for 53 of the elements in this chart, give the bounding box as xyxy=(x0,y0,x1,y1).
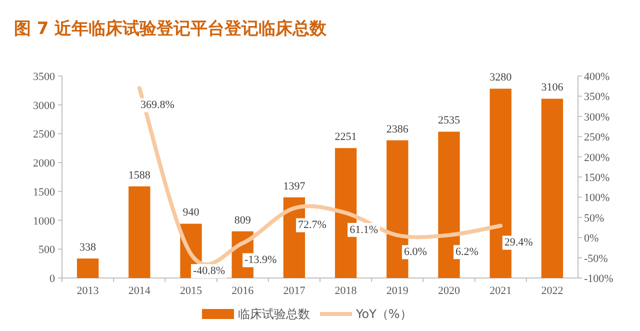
data-label: 6.2% xyxy=(456,246,478,258)
data-label: 29.4% xyxy=(504,236,533,249)
data-label: 809 xyxy=(234,214,252,226)
data-label: 3106 xyxy=(541,82,564,94)
y-tick-label: 0 xyxy=(50,273,56,285)
bar xyxy=(541,98,564,278)
x-tick-label: 2017 xyxy=(283,285,306,297)
x-tick-label: 2015 xyxy=(180,285,202,297)
data-label: 940 xyxy=(182,206,200,219)
data-label: 61.1% xyxy=(350,224,378,236)
legend-label: 临床试验总数 xyxy=(238,307,310,321)
x-tick-label: 2021 xyxy=(490,285,512,297)
x-tick-label: 2013 xyxy=(76,285,100,297)
y2-tick-label: 300% xyxy=(584,111,610,124)
data-label: 3280 xyxy=(490,72,512,84)
y-tick-label: 3500 xyxy=(33,71,56,83)
data-label: 6.0% xyxy=(404,246,427,258)
y2-tick-label: 0% xyxy=(584,232,599,245)
x-tick-label: 2016 xyxy=(232,285,254,297)
y2-tick-label: 400% xyxy=(584,71,610,83)
y2-tick-label: 250% xyxy=(584,132,610,144)
legend-label: YoY（%） xyxy=(355,307,412,321)
y2-tick-label: -100% xyxy=(584,273,614,285)
y2-tick-label: 50% xyxy=(584,212,604,224)
y-tick-label: 2500 xyxy=(33,128,56,141)
data-label: 338 xyxy=(80,241,97,254)
data-label: 2251 xyxy=(334,131,357,144)
data-label: 369.8% xyxy=(140,99,174,112)
y2-tick-label: 200% xyxy=(584,152,610,164)
y-tick-label: 500 xyxy=(38,244,56,256)
x-tick-label: 2014 xyxy=(128,285,151,297)
bar xyxy=(128,186,150,278)
data-label: 2535 xyxy=(438,114,460,127)
x-tick-label: 2019 xyxy=(386,285,409,297)
y-tick-label: 3000 xyxy=(33,100,56,112)
data-label: -13.9% xyxy=(244,254,277,266)
y-tick-label: 1000 xyxy=(33,215,56,228)
y2-tick-label: -50% xyxy=(584,252,608,265)
data-label: -40.8% xyxy=(192,265,226,278)
x-tick-label: 2018 xyxy=(334,285,358,297)
data-label: 1588 xyxy=(128,169,151,182)
y-tick-label: 1500 xyxy=(33,186,56,198)
y-tick-label: 2000 xyxy=(33,158,56,170)
chart-title: 图 7 近年临床试验登记平台登记临床总数 xyxy=(14,19,328,39)
data-label: 1397 xyxy=(283,180,306,192)
x-tick-label: 2020 xyxy=(438,285,460,297)
y2-tick-label: 100% xyxy=(584,192,610,204)
y2-tick-label: 350% xyxy=(584,91,610,104)
data-label: 72.7% xyxy=(298,219,326,232)
y2-tick-label: 150% xyxy=(584,172,610,184)
data-label: 2386 xyxy=(386,123,409,136)
x-tick-label: 2022 xyxy=(541,285,564,297)
bar xyxy=(76,258,99,278)
